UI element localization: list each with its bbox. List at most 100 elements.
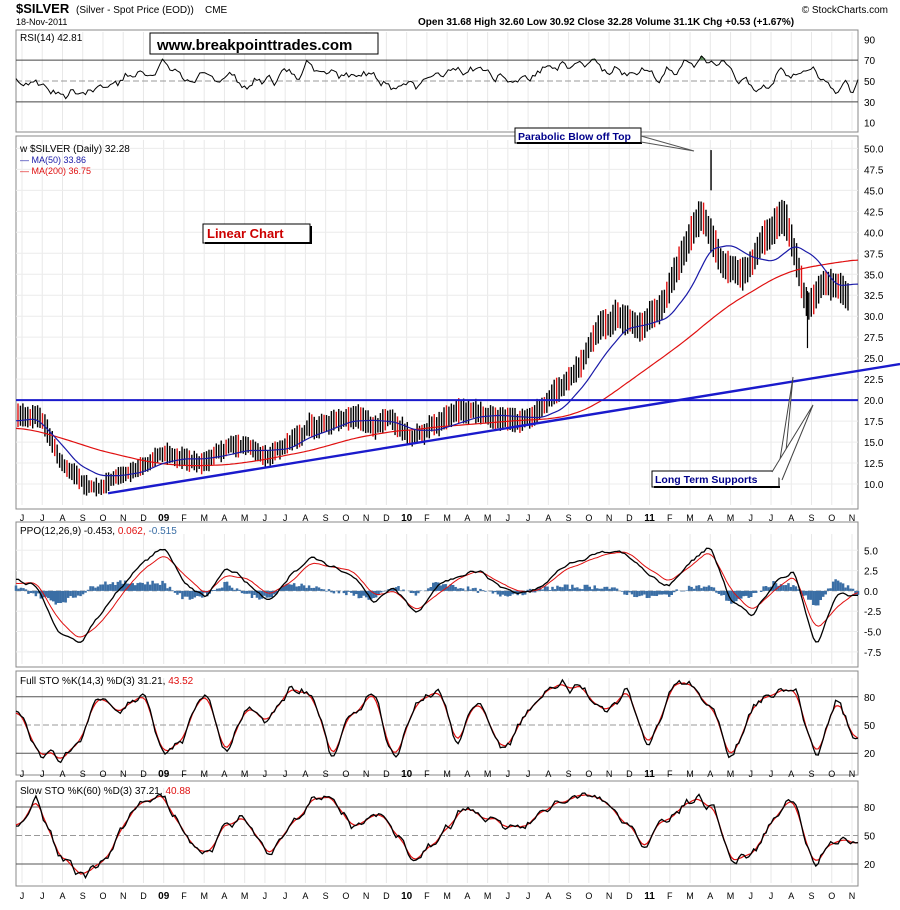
time-label: J bbox=[263, 769, 268, 779]
time-label: A bbox=[302, 513, 308, 523]
symbol: $SILVER bbox=[16, 1, 70, 16]
slow-sto-frame bbox=[15, 780, 859, 887]
time-label: A bbox=[221, 891, 227, 901]
time-label: J bbox=[506, 891, 511, 901]
price-tick: 20.0 bbox=[864, 396, 884, 407]
time-label: O bbox=[585, 891, 592, 901]
price-legend-ma50: — MA(50) 33.86 bbox=[20, 155, 86, 165]
price-panel: 10.0 12.5 15.0 17.5 20.0 22.5 25.0 27.5 30.0 32.5… bbox=[15, 140, 900, 505]
time-label: M bbox=[484, 769, 492, 779]
price-legend-title: w $SILVER (Daily) 32.28 bbox=[19, 144, 130, 155]
time-label: N bbox=[363, 891, 370, 901]
time-label: A bbox=[788, 891, 794, 901]
time-label: S bbox=[809, 513, 815, 523]
price-tick: 17.5 bbox=[864, 417, 884, 428]
time-label: J bbox=[506, 769, 511, 779]
time-label: J bbox=[283, 769, 288, 779]
linear-chart-text: Linear Chart bbox=[207, 226, 284, 241]
time-label: A bbox=[302, 891, 308, 901]
time-label: M bbox=[200, 891, 208, 901]
time-label: A bbox=[59, 769, 65, 779]
time-label: M bbox=[200, 513, 208, 523]
time-label: A bbox=[59, 513, 65, 523]
time-label: F bbox=[667, 513, 673, 523]
time-label: 10 bbox=[401, 891, 413, 902]
time-label: M bbox=[484, 513, 492, 523]
time-label: J bbox=[40, 769, 45, 779]
time-label: F bbox=[667, 891, 673, 901]
watermark: www.breakpointtrades.com bbox=[149, 32, 379, 55]
time-label: S bbox=[80, 513, 86, 523]
ssto-tick: 80 bbox=[864, 803, 876, 814]
time-label: A bbox=[545, 513, 551, 523]
full-sto-panel: 20 50 80 Full STO %K(14,3) %D(3) 31.21, 43.… bbox=[15, 676, 876, 772]
time-label: N bbox=[606, 769, 613, 779]
time-label: J bbox=[40, 891, 45, 901]
time-label: F bbox=[667, 769, 673, 779]
time-label: A bbox=[59, 891, 65, 901]
time-label: O bbox=[828, 891, 835, 901]
time-label: F bbox=[424, 891, 430, 901]
rsi-tick: 30 bbox=[864, 98, 876, 109]
full-sto-frame bbox=[15, 670, 859, 776]
price-tick: 22.5 bbox=[864, 375, 884, 386]
time-label: J bbox=[749, 891, 754, 901]
time-label: N bbox=[849, 891, 856, 901]
time-label: S bbox=[323, 769, 329, 779]
time-label: M bbox=[686, 891, 694, 901]
time-label: S bbox=[566, 513, 572, 523]
time-axes: J J A S O N D 09 F M A M J J A S O N D 10 F M A M J J A S O N D 11 F M A M J… bbox=[20, 513, 856, 902]
time-label: O bbox=[342, 513, 349, 523]
parabolic-label: Parabolic Blow off Top bbox=[514, 127, 695, 152]
ppo-tick: 0.0 bbox=[864, 587, 878, 598]
price-tick: 25.0 bbox=[864, 354, 884, 365]
price-tick: 32.5 bbox=[864, 291, 884, 302]
time-label: J bbox=[526, 891, 531, 901]
time-label: A bbox=[788, 513, 794, 523]
ssto-k-line bbox=[15, 792, 859, 880]
time-label: M bbox=[241, 513, 249, 523]
time-label: F bbox=[424, 769, 430, 779]
slow-sto-panel: 20 50 80 Slow STO %K(60) %D(3) 37.21, 40.88 bbox=[15, 786, 876, 883]
time-label: D bbox=[140, 513, 147, 523]
time-label: N bbox=[363, 513, 370, 523]
price-tick: 50.0 bbox=[864, 144, 884, 155]
ssto-tick: 20 bbox=[864, 860, 876, 871]
description: (Silver - Spot Price (EOD)) bbox=[76, 5, 194, 16]
time-label: S bbox=[80, 891, 86, 901]
time-label: A bbox=[221, 513, 227, 523]
rsi-tick: 70 bbox=[864, 56, 876, 67]
time-label: J bbox=[283, 513, 288, 523]
time-label: 09 bbox=[158, 891, 170, 902]
quote: Open 31.68 High 32.60 Low 30.92 Close 32… bbox=[418, 17, 794, 28]
time-label: N bbox=[120, 513, 127, 523]
time-label: S bbox=[809, 769, 815, 779]
long-term-text: Long Term Supports bbox=[655, 474, 758, 486]
time-label: O bbox=[99, 891, 106, 901]
linear-chart-label: Linear Chart bbox=[202, 223, 312, 244]
time-label: M bbox=[727, 513, 735, 523]
fsto-k-line bbox=[15, 678, 859, 764]
time-label: M bbox=[443, 513, 451, 523]
time-label: J bbox=[769, 891, 774, 901]
time-label: 11 bbox=[644, 891, 655, 902]
ppo-tick: -5.0 bbox=[864, 628, 882, 639]
fsto-tick: 20 bbox=[864, 749, 876, 760]
time-label: M bbox=[241, 769, 249, 779]
fsto-legend: Full STO %K(14,3) %D(3) 31.21, 43.52 bbox=[20, 676, 194, 687]
time-label: J bbox=[526, 769, 531, 779]
time-label: J bbox=[20, 513, 25, 523]
support-arrow-2 bbox=[771, 404, 814, 481]
time-label: M bbox=[686, 513, 694, 523]
time-label: O bbox=[828, 769, 835, 779]
time-label: N bbox=[606, 513, 613, 523]
ppo-legend-hist: -0.515 bbox=[148, 526, 177, 537]
time-label: S bbox=[80, 769, 86, 779]
time-label: A bbox=[464, 769, 470, 779]
ppo-legend: PPO(12,26,9) -0.453, 0.062, -0.515 bbox=[20, 526, 177, 537]
time-label: J bbox=[283, 891, 288, 901]
time-label: N bbox=[606, 891, 613, 901]
ssto-legend-d: 40.88 bbox=[165, 786, 190, 797]
exchange: CME bbox=[205, 5, 228, 16]
ppo-tick: 5.0 bbox=[864, 546, 878, 557]
